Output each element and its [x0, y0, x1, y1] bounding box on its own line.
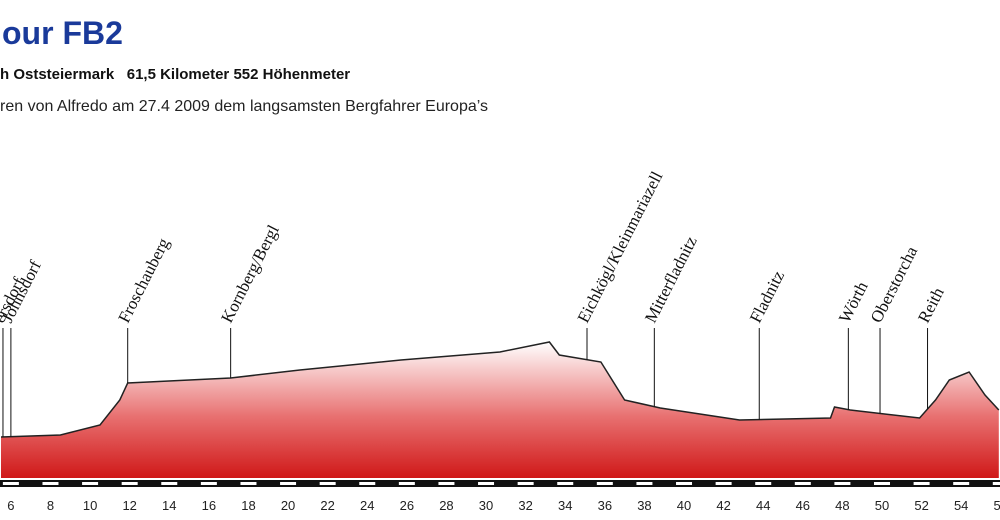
axis-dash	[280, 482, 297, 485]
x-tick-label: 20	[281, 498, 295, 513]
axis-dash	[398, 482, 415, 485]
x-tick-label: 14	[162, 498, 176, 513]
x-tick-label: 22	[320, 498, 334, 513]
x-tick-label: 18	[241, 498, 255, 513]
axis-dash	[834, 482, 851, 485]
axis-dash	[319, 482, 336, 485]
axis-dash	[596, 482, 613, 485]
axis-dash	[359, 482, 376, 485]
axis-dash	[913, 482, 930, 485]
x-tick-label: 50	[875, 498, 889, 513]
x-tick-label: 26	[400, 498, 414, 513]
axis-dash	[557, 482, 574, 485]
x-tick-label: 56	[994, 498, 1000, 513]
x-tick-label: 30	[479, 498, 493, 513]
place-label: Wörth	[835, 278, 872, 326]
axis-dash	[874, 482, 891, 485]
axis-dash	[438, 482, 455, 485]
place-label: Fladnitz	[746, 267, 788, 326]
x-tick-label: 6	[7, 498, 14, 513]
subtitle: h Oststeiermark 61,5 Kilometer 552 Höhen…	[0, 66, 350, 83]
x-tick-label: 34	[558, 498, 572, 513]
axis-dash	[794, 482, 811, 485]
x-tick-label: 32	[518, 498, 532, 513]
axis-dash	[121, 482, 138, 485]
place-label: Oberstorcha	[867, 243, 922, 326]
axis-dash	[2, 482, 19, 485]
axis-dash	[676, 482, 693, 485]
x-tick-label: 24	[360, 498, 374, 513]
place-label: Mitterfladnitz	[641, 233, 701, 326]
x-tick-label: 8	[47, 498, 54, 513]
axis-dash	[82, 482, 99, 485]
subtitle: ren von Alfredo am 27.4 2009 dem langsam…	[0, 98, 488, 115]
x-tick-label: 42	[716, 498, 730, 513]
axis-dash	[200, 482, 217, 485]
x-tick-label: 38	[637, 498, 651, 513]
chart-title: our FB2	[2, 15, 123, 51]
axis-dash	[953, 482, 970, 485]
x-tick-label: 44	[756, 498, 770, 513]
place-label: Froschauberg	[114, 235, 173, 326]
x-tick-label: 54	[954, 498, 968, 513]
axis-dash	[636, 482, 653, 485]
place-label: Reith	[914, 284, 948, 326]
axis-dash	[478, 482, 495, 485]
axis-dash	[42, 482, 59, 485]
axis-dash	[715, 482, 732, 485]
x-tick-label: 46	[796, 498, 810, 513]
x-tick-label: 12	[122, 498, 136, 513]
x-tick-label: 10	[83, 498, 97, 513]
axis-band	[0, 480, 1000, 487]
axis-dash	[755, 482, 772, 485]
elevation-line	[0, 341, 1000, 438]
axis-dash	[517, 482, 534, 485]
x-tick-label: 28	[439, 498, 453, 513]
place-label: Kornberg/Bergl	[217, 222, 283, 326]
x-tick-label: 36	[598, 498, 612, 513]
x-tick-label: 16	[202, 498, 216, 513]
x-tick-label: 48	[835, 498, 849, 513]
x-tick-label: 40	[677, 498, 691, 513]
axis-dash	[161, 482, 178, 485]
x-tick-label: 52	[914, 498, 928, 513]
axis-dash	[992, 482, 1000, 485]
axis-dash	[240, 482, 257, 485]
